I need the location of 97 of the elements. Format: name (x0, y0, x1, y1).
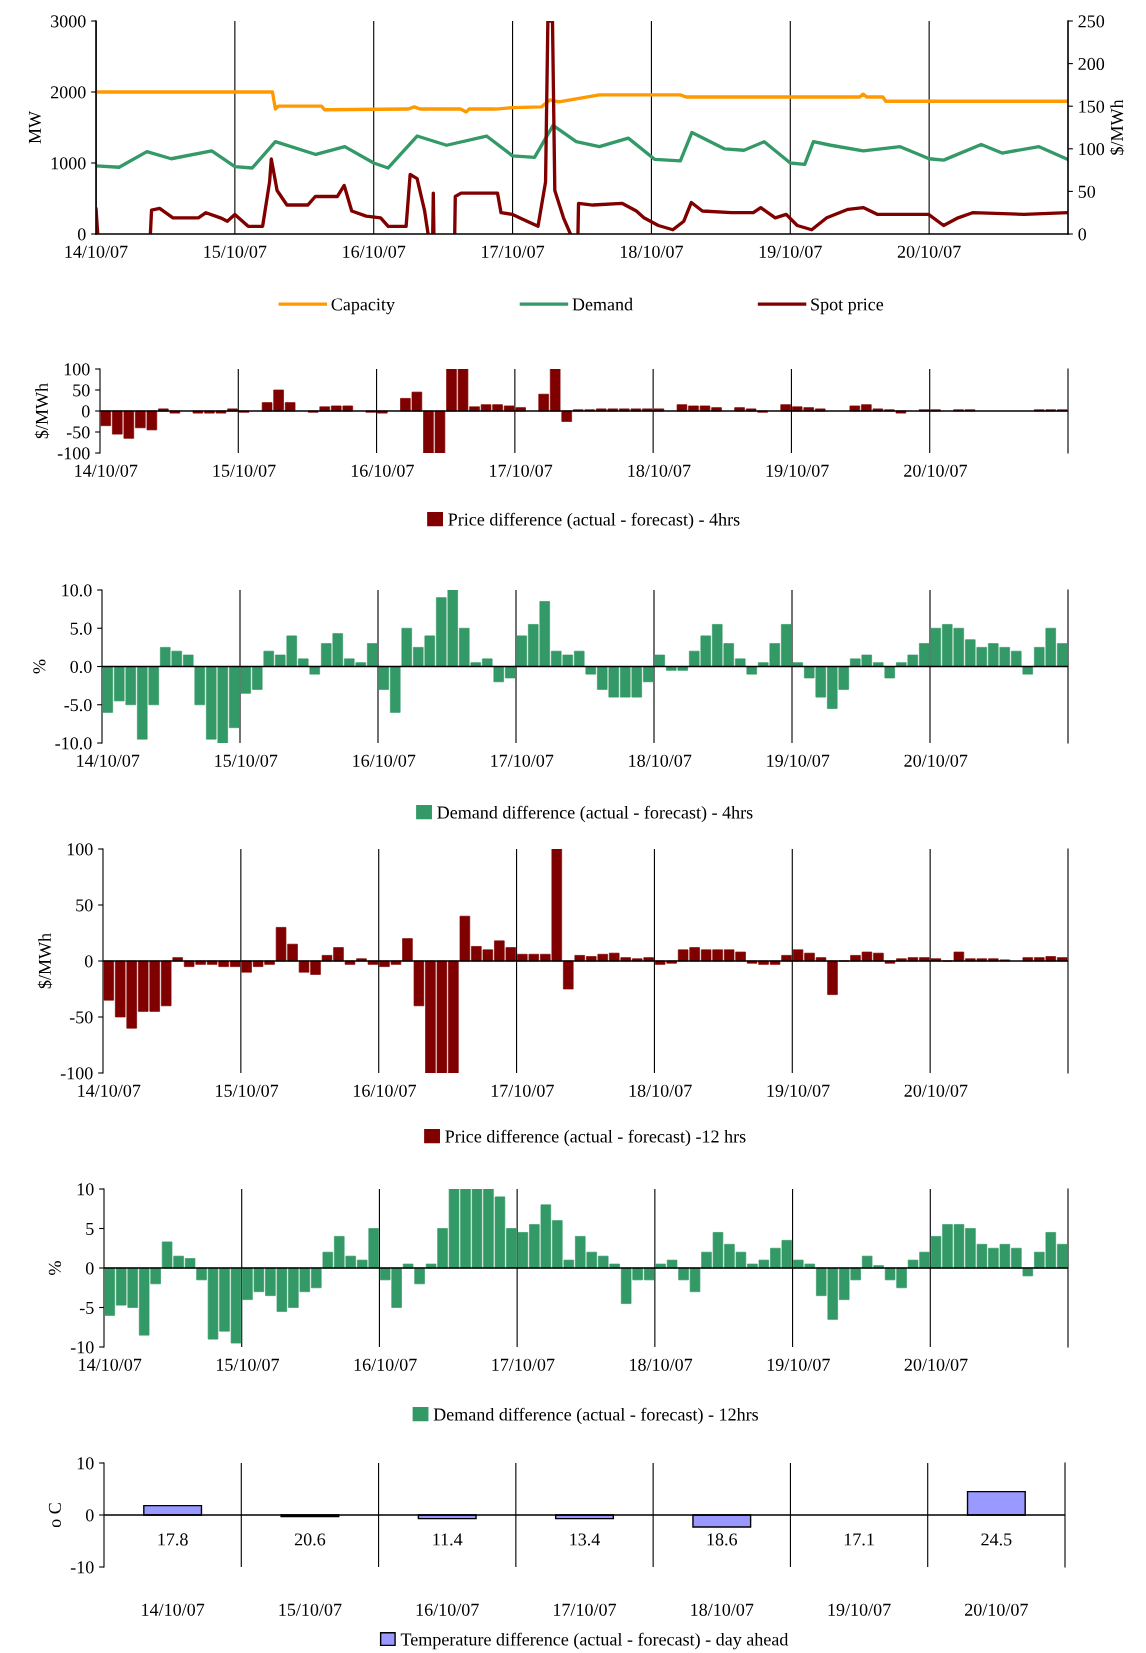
y-axis-title: % (33, 659, 46, 674)
y-tick-label: -50 (66, 426, 90, 439)
x-tick-label: 14/10/07 (78, 1084, 141, 1097)
y-tick-label: -5 (79, 1301, 94, 1314)
x-tick-label: 17/10/07 (490, 464, 553, 477)
x-tick-label: 15/10/07 (213, 464, 276, 477)
x-tick-label: 15/10/07 (216, 1084, 279, 1097)
x-tick-label: 18/10/07 (628, 464, 691, 477)
y-tick-label: 1000 (51, 157, 86, 170)
y2-tick-label: 200 (1078, 57, 1105, 71)
x-tick-label: 14/10/07 (75, 464, 138, 477)
x-tick-label: 19/10/07 (828, 1603, 891, 1616)
x-tick-label: 16/10/07 (343, 245, 406, 258)
y-tick-label: -100 (57, 447, 90, 460)
y-tick-label: 3000 (51, 15, 86, 28)
legend-label: Demand (572, 297, 633, 311)
x-tick-label: 19/10/07 (759, 245, 822, 258)
legend-label: Spot price (811, 298, 884, 315)
y-tick-label: 50 (76, 899, 93, 912)
x-tick-label: 16/10/07 (416, 1603, 479, 1616)
y-tick-label: 10 (77, 1183, 94, 1196)
annotation: 20.6 (294, 1533, 326, 1546)
y-tick-label: -5.0 (64, 699, 92, 712)
y-tick-label: -10.0 (55, 737, 92, 750)
y-tick-label: 10.0 (62, 584, 92, 597)
y-tick-label: 0 (85, 1262, 94, 1275)
y-tick-label: -10 (70, 1341, 94, 1354)
y2-tick-label: 250 (1078, 15, 1105, 28)
x-tick-label: 20/10/07 (904, 1358, 968, 1371)
y-tick-label: 0 (84, 955, 93, 968)
y-tick-label: 100 (67, 843, 93, 856)
x-tick-label: 15/10/07 (204, 245, 267, 258)
y-tick-label: -100 (60, 1067, 93, 1080)
legend-label: Price difference (actual - forecast) - 4hrs (448, 512, 740, 530)
y-tick-label: -50 (69, 1011, 93, 1024)
y-tick-label: 2000 (50, 86, 86, 99)
x-tick-label: 17/10/07 (491, 754, 554, 767)
y2-tick-label: 150 (1079, 100, 1105, 113)
y-tick-label: 0 (81, 405, 90, 418)
x-tick-label: 18/10/07 (629, 1084, 692, 1097)
x-tick-label: 15/10/07 (279, 1603, 342, 1616)
x-tick-label: 19/10/07 (766, 464, 829, 477)
x-tick-label: 20/10/07 (904, 1084, 968, 1097)
x-tick-label: 20/10/07 (904, 464, 968, 477)
x-tick-label: 17/10/07 (491, 1084, 554, 1097)
annotation: 18.6 (707, 1533, 738, 1546)
y2-tick-label: 50 (1078, 185, 1096, 198)
x-tick-label: 19/10/07 (767, 1358, 830, 1371)
y2-axis-title: $/MWh (1109, 99, 1125, 155)
x-tick-label: 14/10/07 (79, 1358, 142, 1371)
x-tick-label: 15/10/07 (215, 754, 278, 767)
annotation: 13.4 (570, 1533, 601, 1546)
x-tick-label: 20/10/07 (965, 1603, 1028, 1616)
x-tick-label: 15/10/07 (216, 1358, 280, 1371)
y-tick-label: 5.0 (70, 622, 92, 635)
y-tick-label: 0 (77, 228, 86, 241)
legend-label: Demand difference (actual - forecast) - 12hrs (433, 1407, 759, 1425)
x-tick-label: 17/10/07 (553, 1603, 617, 1616)
x-tick-label: 19/10/07 (767, 1084, 830, 1097)
y-axis-title: $/MWh (37, 933, 53, 989)
x-tick-label: 14/10/07 (65, 245, 128, 258)
y-tick-label: 10 (77, 1457, 94, 1470)
x-tick-label: 20/10/07 (904, 754, 968, 767)
x-tick-label: 14/10/07 (142, 1603, 205, 1616)
y-tick-label: -10 (70, 1561, 94, 1574)
y-tick-label: 0 (85, 1509, 94, 1522)
x-tick-label: 17/10/07 (482, 245, 545, 258)
y-tick-label: 5 (86, 1222, 94, 1235)
x-tick-label: 18/10/07 (629, 754, 692, 767)
annotation: 11.4 (433, 1533, 463, 1546)
y-axis-title: % (48, 1261, 62, 1275)
annotation: 24.5 (981, 1533, 1012, 1546)
y-tick-label: 50 (73, 384, 90, 397)
legend-label: Capacity (331, 298, 395, 315)
x-tick-label: 18/10/07 (691, 1603, 754, 1616)
y2-tick-label: 100 (1079, 143, 1105, 156)
x-tick-label: 18/10/07 (630, 1358, 693, 1371)
annotation: 17.1 (844, 1533, 874, 1546)
y-axis-title: MW (28, 110, 42, 144)
x-tick-label: 20/10/07 (897, 245, 961, 258)
y-axis-title: $/MWh (34, 383, 50, 439)
legend-label: Temperature difference (actual - forecast) - day ahead (400, 1632, 789, 1650)
x-tick-label: 16/10/07 (351, 464, 414, 477)
y2-tick-label: 0 (1078, 228, 1087, 241)
x-tick-label: 19/10/07 (767, 754, 830, 767)
y-tick-label: 100 (64, 363, 90, 376)
y-tick-label: 0.0 (70, 660, 92, 674)
annotation: 17.8 (158, 1533, 188, 1546)
x-tick-label: 16/10/07 (353, 1084, 417, 1097)
legend-label: Price difference (actual - forecast) -12 hrs (445, 1129, 746, 1147)
y-axis-title: o C (48, 1503, 61, 1528)
legend-label: Demand difference (actual - forecast) - 4hrs (437, 805, 753, 823)
x-tick-label: 18/10/07 (620, 245, 684, 258)
x-tick-label: 14/10/07 (77, 754, 140, 767)
x-tick-label: 16/10/07 (354, 1358, 417, 1371)
x-tick-label: 17/10/07 (492, 1358, 555, 1371)
x-tick-label: 16/10/07 (353, 754, 416, 767)
